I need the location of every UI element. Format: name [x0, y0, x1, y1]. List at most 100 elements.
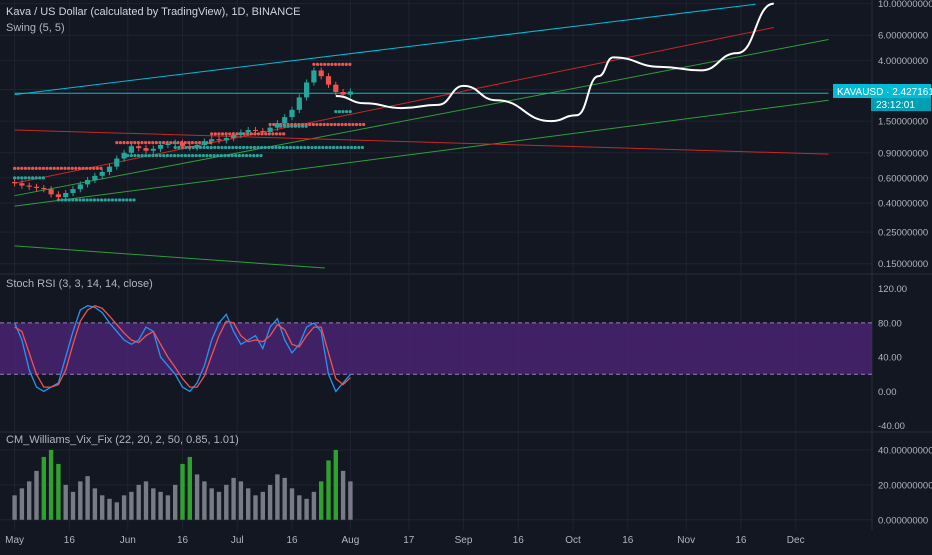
- vix-bar: [78, 481, 83, 520]
- swing-dot: [118, 198, 122, 202]
- swing-dot: [339, 145, 343, 150]
- candle-body: [99, 171, 105, 176]
- trendline-0: [14, 3, 756, 96]
- swing-dot: [272, 122, 276, 127]
- swing-dot: [183, 153, 187, 158]
- swing-dot: [132, 198, 136, 202]
- swing-dot: [30, 166, 35, 170]
- swing-dot: [234, 153, 238, 158]
- vix-bar: [326, 460, 331, 520]
- candle-body: [347, 91, 353, 95]
- swing-dot: [248, 153, 252, 158]
- vix-bar: [92, 488, 98, 520]
- swing-dot: [360, 145, 364, 150]
- swing-dot: [126, 153, 130, 158]
- price-tag-value: KAVAUSD · 2.42716116: [837, 87, 932, 98]
- swing-dot: [345, 109, 349, 114]
- rsi-band-fill: [0, 322, 872, 375]
- swing-dot: [13, 166, 17, 170]
- candle-body: [194, 144, 200, 148]
- vix-bar: [194, 474, 200, 520]
- swing-dot: [190, 141, 194, 145]
- trendlines: [14, 3, 829, 269]
- vix-bar: [27, 481, 32, 520]
- swing-dot: [329, 122, 333, 127]
- price-tick-label: 1.50000000: [878, 117, 928, 128]
- vix-bar: [297, 495, 302, 520]
- vix-bar: [202, 481, 207, 520]
- swing-dot: [92, 166, 96, 170]
- vix-bar: [209, 488, 214, 520]
- swing-dot: [308, 122, 312, 127]
- vix-bar: [282, 477, 287, 520]
- swing-dot: [125, 198, 129, 202]
- x-tick-label: Aug: [342, 535, 360, 546]
- swing-dot: [231, 145, 235, 150]
- candle-body: [128, 146, 134, 153]
- swing-dot: [158, 141, 162, 145]
- swing-dot: [362, 122, 366, 127]
- swing-dot: [293, 124, 297, 128]
- trendline-5: [14, 245, 325, 269]
- price-tag[interactable]: KAVAUSD · 2.42716116 23:12:01: [833, 84, 932, 111]
- swing-dot: [328, 145, 332, 150]
- swing-dot: [89, 198, 93, 202]
- vix-bar: [121, 495, 127, 520]
- axes: May 16 Jun 16 Jul 16 Aug 17 Sep 16 Oct 16 Nov 16 Dec 10…: [5, 0, 932, 546]
- vix-bar: [143, 481, 149, 520]
- swing-dot: [286, 124, 290, 128]
- candle-body: [318, 70, 324, 77]
- x-tick-label: 16: [622, 535, 634, 546]
- x-tick-label: 16: [64, 535, 76, 546]
- x-tick-label: 16: [286, 535, 298, 546]
- vix-bar: [48, 449, 54, 520]
- swing-dot: [147, 153, 151, 158]
- swing-dot: [140, 153, 144, 158]
- candle-body: [77, 184, 83, 190]
- swing-dot: [263, 145, 267, 150]
- swing-dot: [306, 145, 310, 150]
- swing-dot: [184, 145, 188, 150]
- swing-dot: [140, 141, 144, 145]
- candle-body: [26, 185, 32, 187]
- swing-dot: [213, 145, 217, 150]
- swing-dot: [310, 145, 314, 150]
- swing-dot: [201, 153, 205, 158]
- swing-dot: [213, 132, 217, 136]
- swing-dot: [63, 166, 67, 170]
- swing-dot: [228, 132, 232, 136]
- swing-dot: [115, 141, 119, 145]
- swing-dot: [136, 153, 141, 158]
- swing-dot: [30, 176, 35, 180]
- swing-dot: [100, 198, 104, 202]
- trendline-4: [14, 129, 829, 155]
- swing-dot: [27, 166, 31, 170]
- swing-indicator-label: Swing (5, 5): [6, 22, 65, 34]
- swing-dot: [252, 145, 256, 150]
- swing-dot: [176, 153, 180, 158]
- swing-dot: [208, 153, 213, 158]
- swing-dot: [252, 153, 256, 158]
- candle-body: [252, 129, 259, 131]
- swing-dot: [288, 145, 292, 150]
- swing-dot: [122, 141, 126, 145]
- swing-dot: [322, 122, 326, 127]
- swing-dot: [41, 176, 46, 180]
- candle-body: [12, 182, 18, 184]
- swing-dot: [326, 122, 330, 127]
- swing-dot: [241, 153, 245, 158]
- swing-dot: [216, 145, 220, 150]
- vix-bar: [12, 495, 17, 520]
- vix-bar: [340, 470, 346, 520]
- swing-dot: [249, 145, 253, 150]
- swing-dot: [52, 166, 56, 170]
- swing-dot: [128, 198, 132, 202]
- grid: [0, 0, 932, 530]
- swing-dot: [330, 62, 334, 66]
- vix-bar: [311, 491, 317, 520]
- swing-dot: [220, 145, 224, 150]
- vix-bar: [224, 484, 229, 520]
- swing-dot: [151, 153, 155, 158]
